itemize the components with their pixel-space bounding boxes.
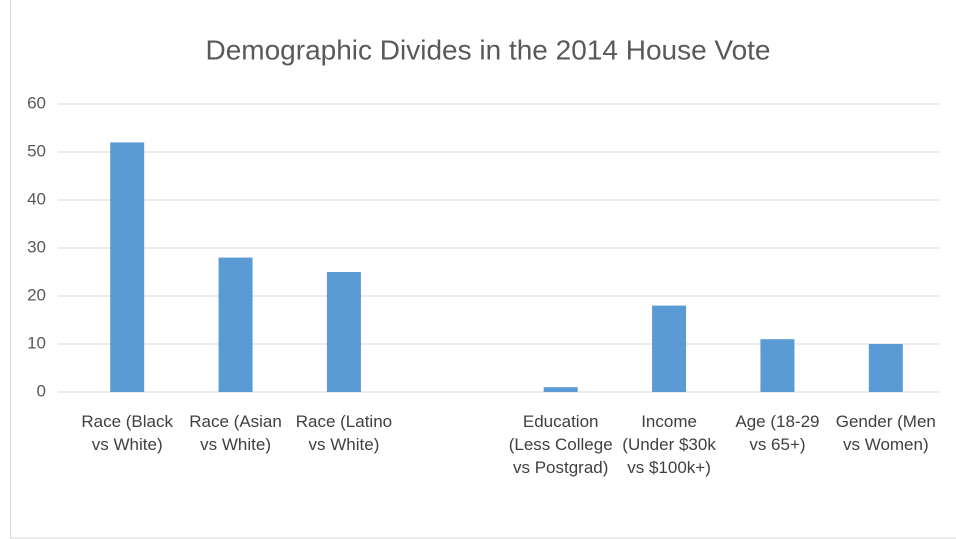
bar — [652, 305, 687, 392]
x-tick-label: Race (Latino vs White) — [295, 412, 393, 454]
bar — [218, 257, 253, 392]
y-tick-label: 60 — [27, 93, 46, 112]
bar — [110, 142, 145, 392]
bar — [868, 344, 903, 392]
x-tick-label: Gender (Men vs Women) — [835, 412, 936, 454]
bar — [543, 387, 578, 392]
chart-border — [10, 0, 956, 539]
x-tick-label: Race (Asian vs White) — [189, 412, 282, 454]
chart-title: Demographic Divides in the 2014 House Vo… — [205, 34, 770, 65]
y-tick-label: 50 — [27, 141, 46, 160]
x-tick-label: Income (Under $30k vs $100k+) — [622, 412, 716, 477]
x-tick-label: Race (Black vs White) — [81, 412, 173, 454]
y-tick-label: 40 — [27, 189, 46, 208]
bar — [760, 339, 795, 392]
y-tick-label: 30 — [27, 237, 46, 256]
bar — [326, 272, 361, 392]
y-tick-label: 20 — [27, 285, 46, 304]
x-tick-label: Education (Less College vs Postgrad) — [508, 412, 613, 477]
y-tick-label: 10 — [27, 333, 46, 352]
x-tick-label: Age (18-29 vs 65+) — [735, 412, 820, 454]
y-tick-label: 0 — [37, 381, 46, 400]
